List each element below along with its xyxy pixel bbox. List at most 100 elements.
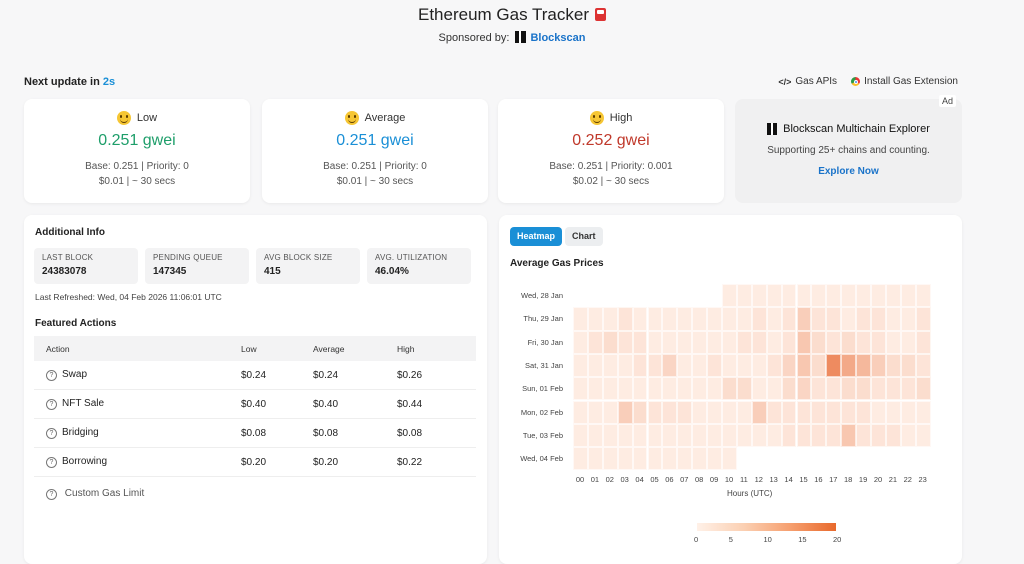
heatmap-cell[interactable] [632, 353, 648, 378]
heatmap-cell[interactable] [736, 284, 752, 308]
heatmap-cell[interactable] [647, 447, 663, 471]
heatmap-cell[interactable] [751, 400, 767, 424]
heatmap-cell[interactable] [811, 377, 827, 401]
heatmap-cell[interactable] [781, 330, 797, 354]
heatmap-cell[interactable] [885, 330, 901, 354]
heatmap-cell[interactable] [826, 353, 842, 378]
heatmap-cell[interactable] [707, 377, 722, 401]
heatmap-cell[interactable] [900, 400, 916, 424]
help-icon[interactable]: ? [46, 399, 57, 410]
heatmap-cell[interactable] [841, 400, 857, 424]
heatmap-cell[interactable] [826, 330, 842, 354]
heatmap-cell[interactable] [692, 330, 708, 354]
heatmap-cell[interactable] [915, 330, 931, 354]
heatmap-cell[interactable] [632, 447, 648, 471]
heatmap-cell[interactable] [826, 400, 842, 424]
heatmap-cell[interactable] [677, 353, 693, 378]
heatmap-cell[interactable] [811, 353, 827, 378]
heatmap-cell[interactable] [841, 284, 857, 308]
heatmap-cell[interactable] [602, 330, 618, 354]
heatmap-cell[interactable] [796, 353, 812, 378]
heatmap-cell[interactable] [677, 377, 693, 401]
heatmap-cell[interactable] [617, 307, 633, 331]
heatmap-cell[interactable] [692, 400, 708, 424]
heatmap-cell[interactable] [587, 377, 603, 401]
heatmap-cell[interactable] [707, 447, 722, 471]
heatmap-cell[interactable] [915, 400, 931, 424]
heatmap-cell[interactable] [602, 377, 618, 401]
heatmap-cell[interactable] [573, 400, 588, 424]
heatmap-cell[interactable] [781, 307, 797, 331]
heatmap-cell[interactable] [900, 353, 916, 378]
heatmap-cell[interactable] [632, 377, 648, 401]
heatmap-cell[interactable] [647, 307, 663, 331]
heatmap-cell[interactable] [632, 400, 648, 424]
heatmap-cell[interactable] [617, 400, 633, 424]
heatmap-cell[interactable] [856, 307, 871, 331]
heatmap-cell[interactable] [781, 284, 797, 308]
heatmap-cell[interactable] [722, 447, 737, 471]
heatmap-cell[interactable] [632, 307, 648, 331]
heatmap-cell[interactable] [573, 307, 588, 331]
heatmap-cell[interactable] [647, 400, 663, 424]
heatmap-cell[interactable] [781, 353, 797, 378]
heatmap-cell[interactable] [871, 353, 886, 378]
heatmap-cell[interactable] [841, 423, 857, 448]
heatmap-cell[interactable] [677, 423, 693, 448]
heatmap-cell[interactable] [915, 284, 931, 308]
heatmap-cell[interactable] [766, 284, 782, 308]
heatmap-cell[interactable] [856, 377, 871, 401]
heatmap-cell[interactable] [871, 377, 886, 401]
heatmap-cell[interactable] [722, 400, 737, 424]
heatmap-cell[interactable] [587, 330, 603, 354]
heatmap-cell[interactable] [722, 307, 737, 331]
heatmap-cell[interactable] [587, 400, 603, 424]
heatmap-cell[interactable] [662, 423, 678, 448]
heatmap-cell[interactable] [692, 353, 708, 378]
heatmap-cell[interactable] [602, 307, 618, 331]
heatmap-cell[interactable] [736, 353, 752, 378]
heatmap-cell[interactable] [617, 447, 633, 471]
heatmap-cell[interactable] [856, 400, 871, 424]
heatmap-cell[interactable] [856, 330, 871, 354]
heatmap-cell[interactable] [573, 353, 588, 378]
heatmap-cell[interactable] [796, 307, 812, 331]
heatmap-cell[interactable] [826, 284, 842, 308]
heatmap-cell[interactable] [885, 284, 901, 308]
ad-banner[interactable]: Ad Blockscan Multichain Explorer Support… [735, 95, 962, 203]
heatmap-cell[interactable] [602, 400, 618, 424]
heatmap-cell[interactable] [692, 377, 708, 401]
heatmap-cell[interactable] [766, 307, 782, 331]
heatmap-cell[interactable] [602, 423, 618, 448]
heatmap-cell[interactable] [871, 423, 886, 448]
heatmap-cell[interactable] [647, 377, 663, 401]
heatmap-cell[interactable] [796, 400, 812, 424]
heatmap-cell[interactable] [796, 284, 812, 308]
heatmap-cell[interactable] [751, 353, 767, 378]
heatmap-cell[interactable] [856, 353, 871, 378]
heatmap-cell[interactable] [617, 423, 633, 448]
heatmap-cell[interactable] [811, 330, 827, 354]
heatmap-cell[interactable] [587, 423, 603, 448]
heatmap-cell[interactable] [662, 307, 678, 331]
heatmap-cell[interactable] [811, 284, 827, 308]
heatmap-cell[interactable] [900, 307, 916, 331]
heatmap-cell[interactable] [692, 447, 708, 471]
heatmap-cell[interactable] [587, 307, 603, 331]
heatmap-cell[interactable] [573, 330, 588, 354]
heatmap-cell[interactable] [781, 400, 797, 424]
heatmap-cell[interactable] [871, 400, 886, 424]
heatmap-cell[interactable] [841, 330, 857, 354]
heatmap-cell[interactable] [766, 377, 782, 401]
heatmap-cell[interactable] [632, 330, 648, 354]
heatmap-cell[interactable] [751, 307, 767, 331]
heatmap-cell[interactable] [826, 423, 842, 448]
heatmap-cell[interactable] [841, 307, 857, 331]
custom-gas-limit-button[interactable]: ? Custom Gas Limit [46, 488, 144, 500]
explore-now-link[interactable]: Explore Now [818, 166, 879, 177]
heatmap-cell[interactable] [736, 400, 752, 424]
heatmap-cell[interactable] [751, 423, 767, 448]
heatmap-cell[interactable] [871, 284, 886, 308]
heatmap-cell[interactable] [677, 307, 693, 331]
heatmap-cell[interactable] [781, 423, 797, 448]
